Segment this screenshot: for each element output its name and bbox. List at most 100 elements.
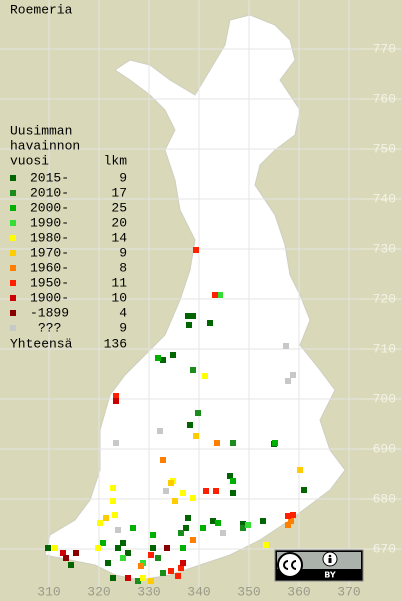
observation-square xyxy=(272,440,278,446)
observation-square xyxy=(68,562,74,568)
legend-count: 9 xyxy=(119,170,127,185)
y-tick-label: 680 xyxy=(373,491,396,506)
observation-square xyxy=(202,373,208,379)
observation-square xyxy=(180,560,186,566)
observation-square xyxy=(245,522,251,528)
observation-square xyxy=(187,422,193,428)
observation-square xyxy=(230,490,236,496)
observation-square xyxy=(193,433,199,439)
observation-square xyxy=(263,542,269,548)
observation-square xyxy=(260,518,266,524)
observation-square xyxy=(210,518,216,524)
observation-square xyxy=(183,525,189,531)
observation-square xyxy=(120,555,126,561)
legend-title: Uusimman xyxy=(10,123,72,138)
observation-square xyxy=(113,393,119,399)
y-tick-label: 750 xyxy=(373,141,396,156)
x-tick-label: 340 xyxy=(187,584,210,599)
legend-label: 1950- xyxy=(30,275,69,290)
y-tick-label: 760 xyxy=(373,91,396,106)
legend-label: 1960- xyxy=(30,260,69,275)
observation-square xyxy=(186,322,192,328)
legend-count: 4 xyxy=(119,305,127,320)
observation-square xyxy=(297,467,303,473)
legend-count: 9 xyxy=(119,245,127,260)
legend-swatch xyxy=(10,310,16,316)
observation-square xyxy=(172,498,178,504)
observation-square xyxy=(185,515,191,521)
observation-square xyxy=(180,545,186,551)
legend-swatch xyxy=(10,190,16,196)
observation-square xyxy=(168,568,174,574)
legend-count-header: lkm xyxy=(104,153,128,168)
observation-square xyxy=(160,357,166,363)
observation-square xyxy=(95,545,101,551)
x-tick-label: 350 xyxy=(237,584,260,599)
legend: Uusimman havainnon vuosi lkm Yhteensä 13… xyxy=(10,123,127,351)
observation-square xyxy=(113,440,119,446)
observation-square xyxy=(110,485,116,491)
observation-square xyxy=(212,292,218,298)
observation-square xyxy=(240,525,246,531)
observation-square xyxy=(283,343,289,349)
observation-square xyxy=(180,490,186,496)
observation-square xyxy=(185,313,191,319)
observation-square xyxy=(110,498,116,504)
legend-label: -1899 xyxy=(30,305,69,320)
license-badge: BY xyxy=(274,549,364,582)
observations xyxy=(45,247,307,584)
observation-square xyxy=(163,488,169,494)
legend-label: 1970- xyxy=(30,245,69,260)
observation-square xyxy=(285,378,291,384)
y-tick-label: 770 xyxy=(373,41,396,56)
observation-square xyxy=(138,563,144,569)
observation-square xyxy=(230,478,236,484)
observation-square xyxy=(73,550,79,556)
x-tick-label: 320 xyxy=(87,584,110,599)
legend-label: 2015- xyxy=(30,170,69,185)
cc-icon xyxy=(277,552,303,578)
observation-square xyxy=(227,473,233,479)
observation-square xyxy=(301,487,307,493)
observation-square xyxy=(97,520,103,526)
observation-square xyxy=(125,575,131,581)
x-tick-label: 310 xyxy=(37,584,60,599)
y-tick-label: 740 xyxy=(373,191,396,206)
legend-label: 1990- xyxy=(30,215,69,230)
observation-square xyxy=(164,545,170,551)
legend-swatch xyxy=(10,205,16,211)
observation-square xyxy=(160,570,166,576)
legend-swatch xyxy=(10,220,16,226)
legend-count: 9 xyxy=(119,320,127,335)
observation-square xyxy=(112,512,118,518)
legend-count: 20 xyxy=(111,215,127,230)
legend-label: 1900- xyxy=(30,290,69,305)
observation-square xyxy=(120,540,126,546)
observation-square xyxy=(148,578,154,584)
observation-square xyxy=(288,518,294,524)
y-tick-label: 730 xyxy=(373,241,396,256)
y-tick-label: 670 xyxy=(373,541,396,556)
observation-square xyxy=(130,525,136,531)
observation-square xyxy=(200,525,206,531)
by-icon-body xyxy=(328,558,332,563)
x-tick-label: 330 xyxy=(137,584,160,599)
legend-count: 17 xyxy=(111,185,127,200)
legend-count: 25 xyxy=(111,200,127,215)
observation-square xyxy=(178,530,184,536)
observation-square xyxy=(290,512,296,518)
observation-square xyxy=(175,573,181,579)
observation-square xyxy=(157,428,163,434)
observation-square xyxy=(135,578,141,584)
observation-square xyxy=(190,495,196,501)
y-tick-label: 700 xyxy=(373,391,396,406)
observation-square xyxy=(140,575,146,581)
observation-square xyxy=(63,555,69,561)
cc-letters-icon xyxy=(283,560,297,570)
observation-square xyxy=(52,545,58,551)
legend-label: 1980- xyxy=(30,230,69,245)
observation-square xyxy=(285,522,291,528)
observation-square xyxy=(150,545,156,551)
observation-square xyxy=(203,488,209,494)
